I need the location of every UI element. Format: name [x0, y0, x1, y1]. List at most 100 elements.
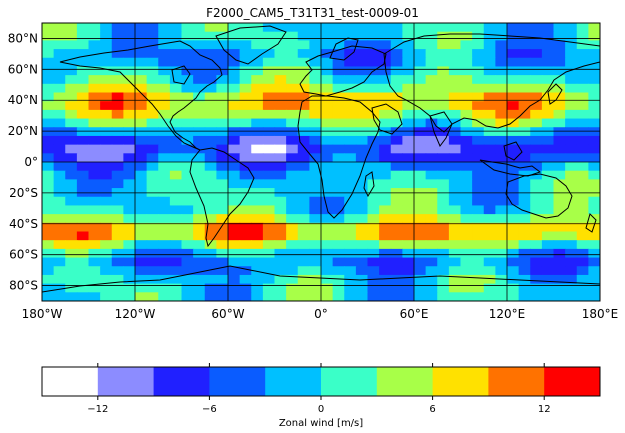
- wind-cell: [216, 135, 229, 146]
- wind-cell: [321, 75, 334, 85]
- wind-cell: [344, 49, 357, 59]
- wind-cell: [286, 135, 299, 146]
- wind-cell: [576, 66, 589, 76]
- wind-cell: [42, 101, 55, 111]
- wind-cell: [402, 240, 415, 250]
- wind-cell: [588, 179, 600, 189]
- wind-cell: [158, 109, 171, 120]
- wind-cell: [135, 257, 148, 267]
- wind-cell: [42, 40, 55, 50]
- wind-cell: [390, 40, 403, 50]
- wind-cell: [228, 23, 241, 33]
- wind-cell: [239, 240, 252, 250]
- wind-cell: [111, 31, 124, 41]
- wind-cell: [169, 292, 183, 301]
- wind-cell: [297, 266, 310, 276]
- wind-cell: [251, 57, 264, 68]
- wind-cell: [239, 205, 252, 215]
- wind-cell: [332, 162, 345, 172]
- wind-cell: [460, 118, 473, 128]
- wind-cell: [88, 231, 101, 241]
- wind-cell: [414, 109, 427, 120]
- wind-cell: [425, 274, 438, 285]
- wind-cell: [262, 274, 276, 285]
- wind-cell: [495, 57, 508, 68]
- wind-cell: [123, 49, 136, 59]
- wind-cell: [460, 292, 473, 301]
- wind-cell: [42, 266, 55, 276]
- wind-cell: [448, 214, 462, 224]
- wind-cell: [437, 231, 450, 241]
- wind-cell: [472, 92, 485, 102]
- wind-cell: [76, 31, 90, 41]
- wind-cell: [135, 83, 148, 94]
- wind-cell: [216, 66, 229, 76]
- wind-cell: [204, 153, 217, 163]
- lon-tick-label: 180°E: [582, 307, 619, 321]
- wind-cell: [588, 205, 600, 215]
- wind-cell: [65, 31, 78, 41]
- wind-cell: [111, 170, 124, 180]
- wind-cell: [530, 118, 543, 128]
- colorbar-segment: [488, 367, 545, 396]
- wind-cell: [344, 40, 357, 50]
- wind-cell: [344, 283, 357, 293]
- wind-cell: [355, 127, 369, 137]
- wind-cell: [262, 283, 276, 293]
- wind-cell: [111, 231, 124, 241]
- wind-cell: [460, 162, 473, 172]
- wind-cell: [274, 196, 287, 207]
- coastline-arabia: [371, 103, 403, 135]
- wind-cell: [181, 118, 194, 128]
- wind-cell: [507, 240, 520, 250]
- wind-cell: [565, 274, 578, 285]
- wind-cell: [216, 101, 229, 111]
- wind-cell: [111, 57, 124, 68]
- wind-cell: [530, 179, 543, 189]
- wind-cell: [274, 283, 287, 293]
- wind-cell: [228, 240, 241, 250]
- wind-cell: [414, 170, 427, 180]
- coastline-india: [429, 111, 453, 147]
- wind-cell: [228, 127, 241, 137]
- wind-cell: [565, 153, 578, 163]
- wind-cell: [286, 101, 299, 111]
- wind-cell: [88, 118, 101, 128]
- wind-cell: [576, 135, 589, 146]
- wind-cell: [309, 118, 322, 128]
- wind-cell: [507, 57, 520, 68]
- wind-cell: [576, 240, 589, 250]
- wind-cell: [355, 66, 369, 76]
- wind-cell: [495, 179, 508, 189]
- wind-cell: [193, 292, 206, 301]
- wind-cell: [402, 274, 415, 285]
- wind-cell: [530, 274, 543, 285]
- wind-cell: [251, 274, 264, 285]
- wind-cell: [65, 283, 78, 293]
- wind-cell: [321, 222, 334, 233]
- wind-cell: [146, 109, 159, 120]
- wind-cell: [274, 101, 287, 111]
- wind-cell: [181, 75, 194, 85]
- wind-cell: [76, 257, 90, 267]
- wind-cell: [42, 118, 55, 128]
- wind-cell: [169, 266, 183, 276]
- wind-cell: [76, 109, 90, 120]
- wind-cell: [228, 283, 241, 293]
- wind-cell: [576, 214, 589, 224]
- wind-cell: [390, 179, 403, 189]
- wind-cell: [483, 274, 496, 285]
- wind-cell: [135, 162, 148, 172]
- wind-cell: [402, 222, 415, 233]
- wind-cell: [530, 292, 543, 301]
- wind-cell: [518, 231, 531, 241]
- wind-cell: [53, 118, 66, 128]
- colorbar-segment: [376, 367, 434, 396]
- wind-cell: [402, 196, 415, 207]
- wind-cell: [530, 127, 543, 137]
- wind-cell: [111, 127, 124, 137]
- wind-cell: [100, 92, 113, 102]
- wind-cell: [158, 144, 171, 154]
- wind-cell: [251, 240, 264, 250]
